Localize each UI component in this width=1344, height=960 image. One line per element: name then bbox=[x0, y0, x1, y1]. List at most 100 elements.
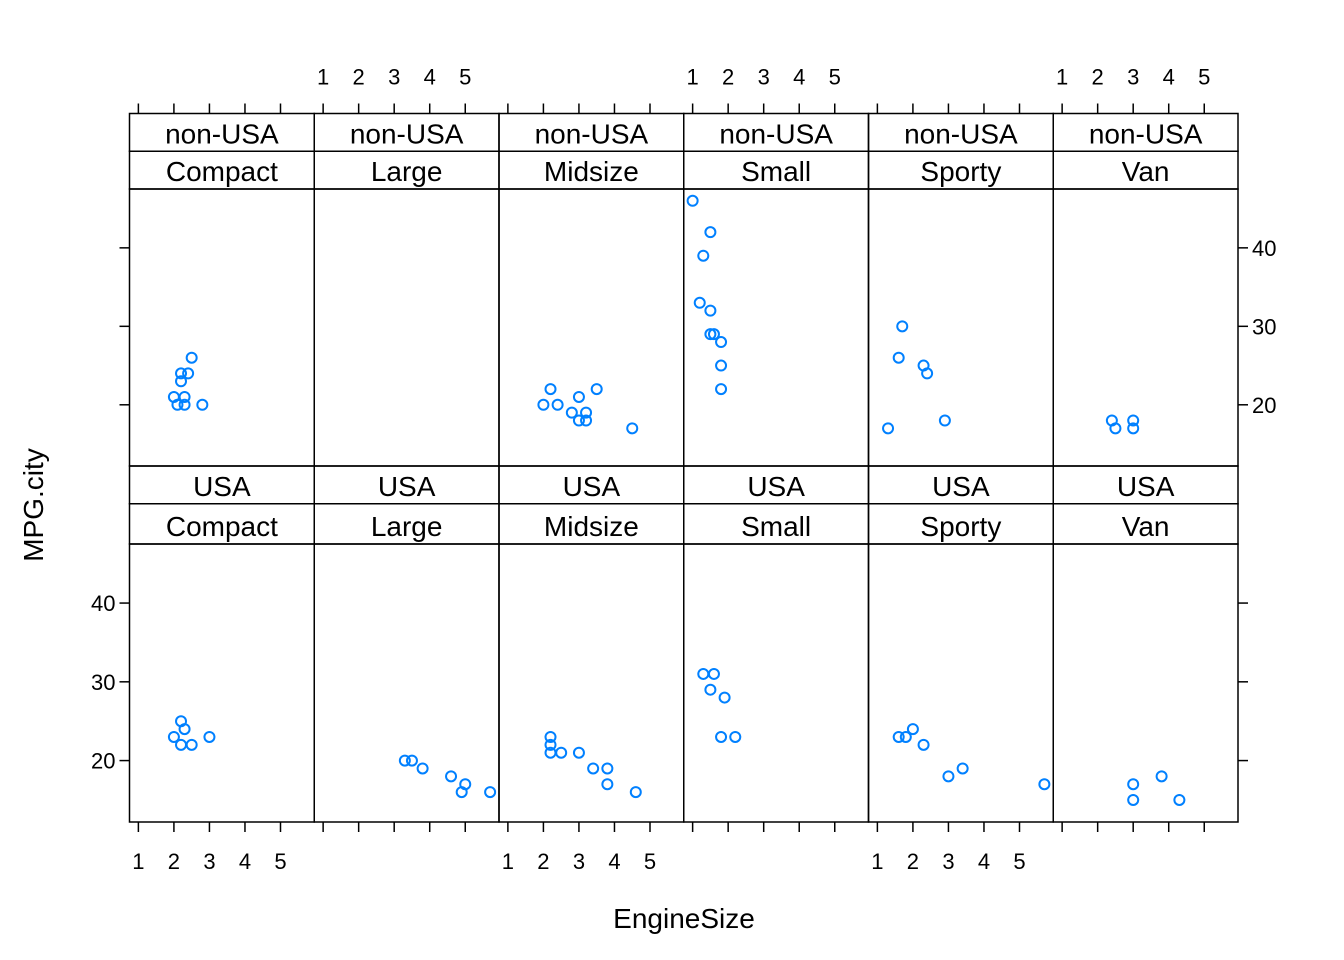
panel-frame bbox=[867, 543, 1054, 823]
panel-non-usa-midsize: non-USA Midsize bbox=[498, 112, 685, 467]
data-point bbox=[715, 359, 728, 372]
panel-usa-van: USA Van bbox=[1052, 465, 1239, 823]
y-tick-label: 30 bbox=[1252, 314, 1276, 339]
strip-type-label: Compact bbox=[166, 156, 278, 187]
y-tick-label: 30 bbox=[91, 670, 115, 695]
data-point bbox=[484, 786, 497, 799]
data-point bbox=[175, 367, 188, 380]
data-point bbox=[729, 730, 742, 743]
data-point bbox=[178, 390, 191, 403]
strip-type-label: Compact bbox=[166, 511, 278, 542]
data-point bbox=[182, 367, 195, 380]
y-tick-label: 40 bbox=[91, 591, 115, 616]
panel-usa-compact: USA Compact bbox=[128, 465, 315, 823]
panel-usa-small: USA Small bbox=[683, 465, 870, 823]
data-point bbox=[626, 422, 639, 435]
data-point bbox=[398, 754, 411, 767]
strip-type-label: Midsize bbox=[544, 156, 639, 187]
data-point bbox=[171, 398, 184, 411]
data-point bbox=[693, 296, 706, 309]
panel-usa-sporty: USA Sporty bbox=[867, 465, 1054, 823]
data-point bbox=[537, 398, 550, 411]
panel-frame bbox=[1052, 188, 1239, 467]
x-tick-label: 2 bbox=[537, 849, 549, 874]
strip-origin-label: USA bbox=[193, 471, 251, 502]
x-tick-label: 4 bbox=[239, 849, 251, 874]
data-point bbox=[405, 754, 418, 767]
data-point bbox=[906, 723, 919, 736]
strip-type-label: Van bbox=[1122, 156, 1170, 187]
x-tick-label: 1 bbox=[1056, 65, 1068, 90]
x-tick-label: 4 bbox=[978, 849, 990, 874]
x-tick-label: 4 bbox=[1163, 65, 1175, 90]
strip-origin-label: non-USA bbox=[535, 118, 649, 149]
data-point bbox=[1109, 422, 1122, 435]
panel-non-usa-van: non-USA Van bbox=[1052, 112, 1239, 467]
data-point bbox=[715, 383, 728, 396]
data-point bbox=[892, 351, 905, 364]
data-point bbox=[601, 778, 614, 791]
data-point bbox=[899, 730, 912, 743]
strip-type-label: Sporty bbox=[920, 156, 1001, 187]
x-tick-label: 3 bbox=[1127, 65, 1139, 90]
strip-type-label: Van bbox=[1122, 511, 1170, 542]
data-point bbox=[544, 738, 557, 751]
x-tick-label: 3 bbox=[942, 849, 954, 874]
x-tick-label: 4 bbox=[608, 849, 620, 874]
data-point bbox=[704, 226, 717, 239]
data-point bbox=[203, 730, 216, 743]
x-tick-label: 1 bbox=[132, 849, 144, 874]
y-tick-label: 20 bbox=[91, 749, 115, 774]
x-tick-label: 3 bbox=[758, 65, 770, 90]
data-point bbox=[1127, 414, 1140, 427]
data-point bbox=[555, 746, 568, 759]
strip-type-label: Large bbox=[371, 511, 443, 542]
data-point bbox=[445, 770, 458, 783]
data-point bbox=[1127, 793, 1140, 806]
y-tick-label: 20 bbox=[1252, 393, 1276, 418]
panel-frame bbox=[128, 543, 315, 823]
x-tick-label: 4 bbox=[424, 65, 436, 90]
data-point bbox=[917, 738, 930, 751]
x-tick-label: 4 bbox=[793, 65, 805, 90]
strip-type-label: Large bbox=[371, 156, 443, 187]
data-point bbox=[580, 414, 593, 427]
data-point bbox=[882, 422, 895, 435]
data-point bbox=[942, 770, 955, 783]
panel-frame bbox=[867, 188, 1054, 467]
strip-origin-label: USA bbox=[563, 471, 621, 502]
strip-type-label: Sporty bbox=[920, 511, 1001, 542]
data-point bbox=[175, 738, 188, 751]
data-point bbox=[704, 328, 717, 341]
data-point bbox=[185, 351, 198, 364]
data-point bbox=[704, 304, 717, 317]
x-tick-label: 2 bbox=[353, 65, 365, 90]
x-tick-label: 1 bbox=[687, 65, 699, 90]
y-tick-label: 40 bbox=[1252, 236, 1276, 261]
data-point bbox=[565, 406, 578, 419]
data-point bbox=[1127, 778, 1140, 791]
panel-frame bbox=[683, 543, 870, 823]
strip-origin-label: non-USA bbox=[719, 118, 833, 149]
panel-grid: non-USA Compact non-USA Large non-USA Midsize… bbox=[128, 112, 1239, 823]
strip-origin-label: non-USA bbox=[165, 118, 279, 149]
panel-frame bbox=[498, 543, 685, 823]
data-point bbox=[544, 383, 557, 396]
x-tick-label: 3 bbox=[388, 65, 400, 90]
panel-non-usa-sporty: non-USA Sporty bbox=[867, 112, 1054, 467]
data-point bbox=[572, 390, 585, 403]
data-point bbox=[629, 786, 642, 799]
data-point bbox=[459, 778, 472, 791]
strip-origin-label: non-USA bbox=[350, 118, 464, 149]
strip-origin-label: non-USA bbox=[1089, 118, 1203, 149]
data-point bbox=[697, 667, 710, 680]
data-point bbox=[956, 762, 969, 775]
strip-type-label: Midsize bbox=[544, 511, 639, 542]
data-point bbox=[1127, 422, 1140, 435]
data-point bbox=[1038, 778, 1051, 791]
axes-layer: 1 2 3 4 51 2 3 4 51 2 3 4 51 2 3 4 51 2 3 4 51 2 3 4 52030402030… bbox=[91, 65, 1276, 875]
data-point bbox=[185, 738, 198, 751]
data-point bbox=[587, 762, 600, 775]
data-point bbox=[1155, 770, 1168, 783]
x-tick-label: 5 bbox=[644, 849, 656, 874]
